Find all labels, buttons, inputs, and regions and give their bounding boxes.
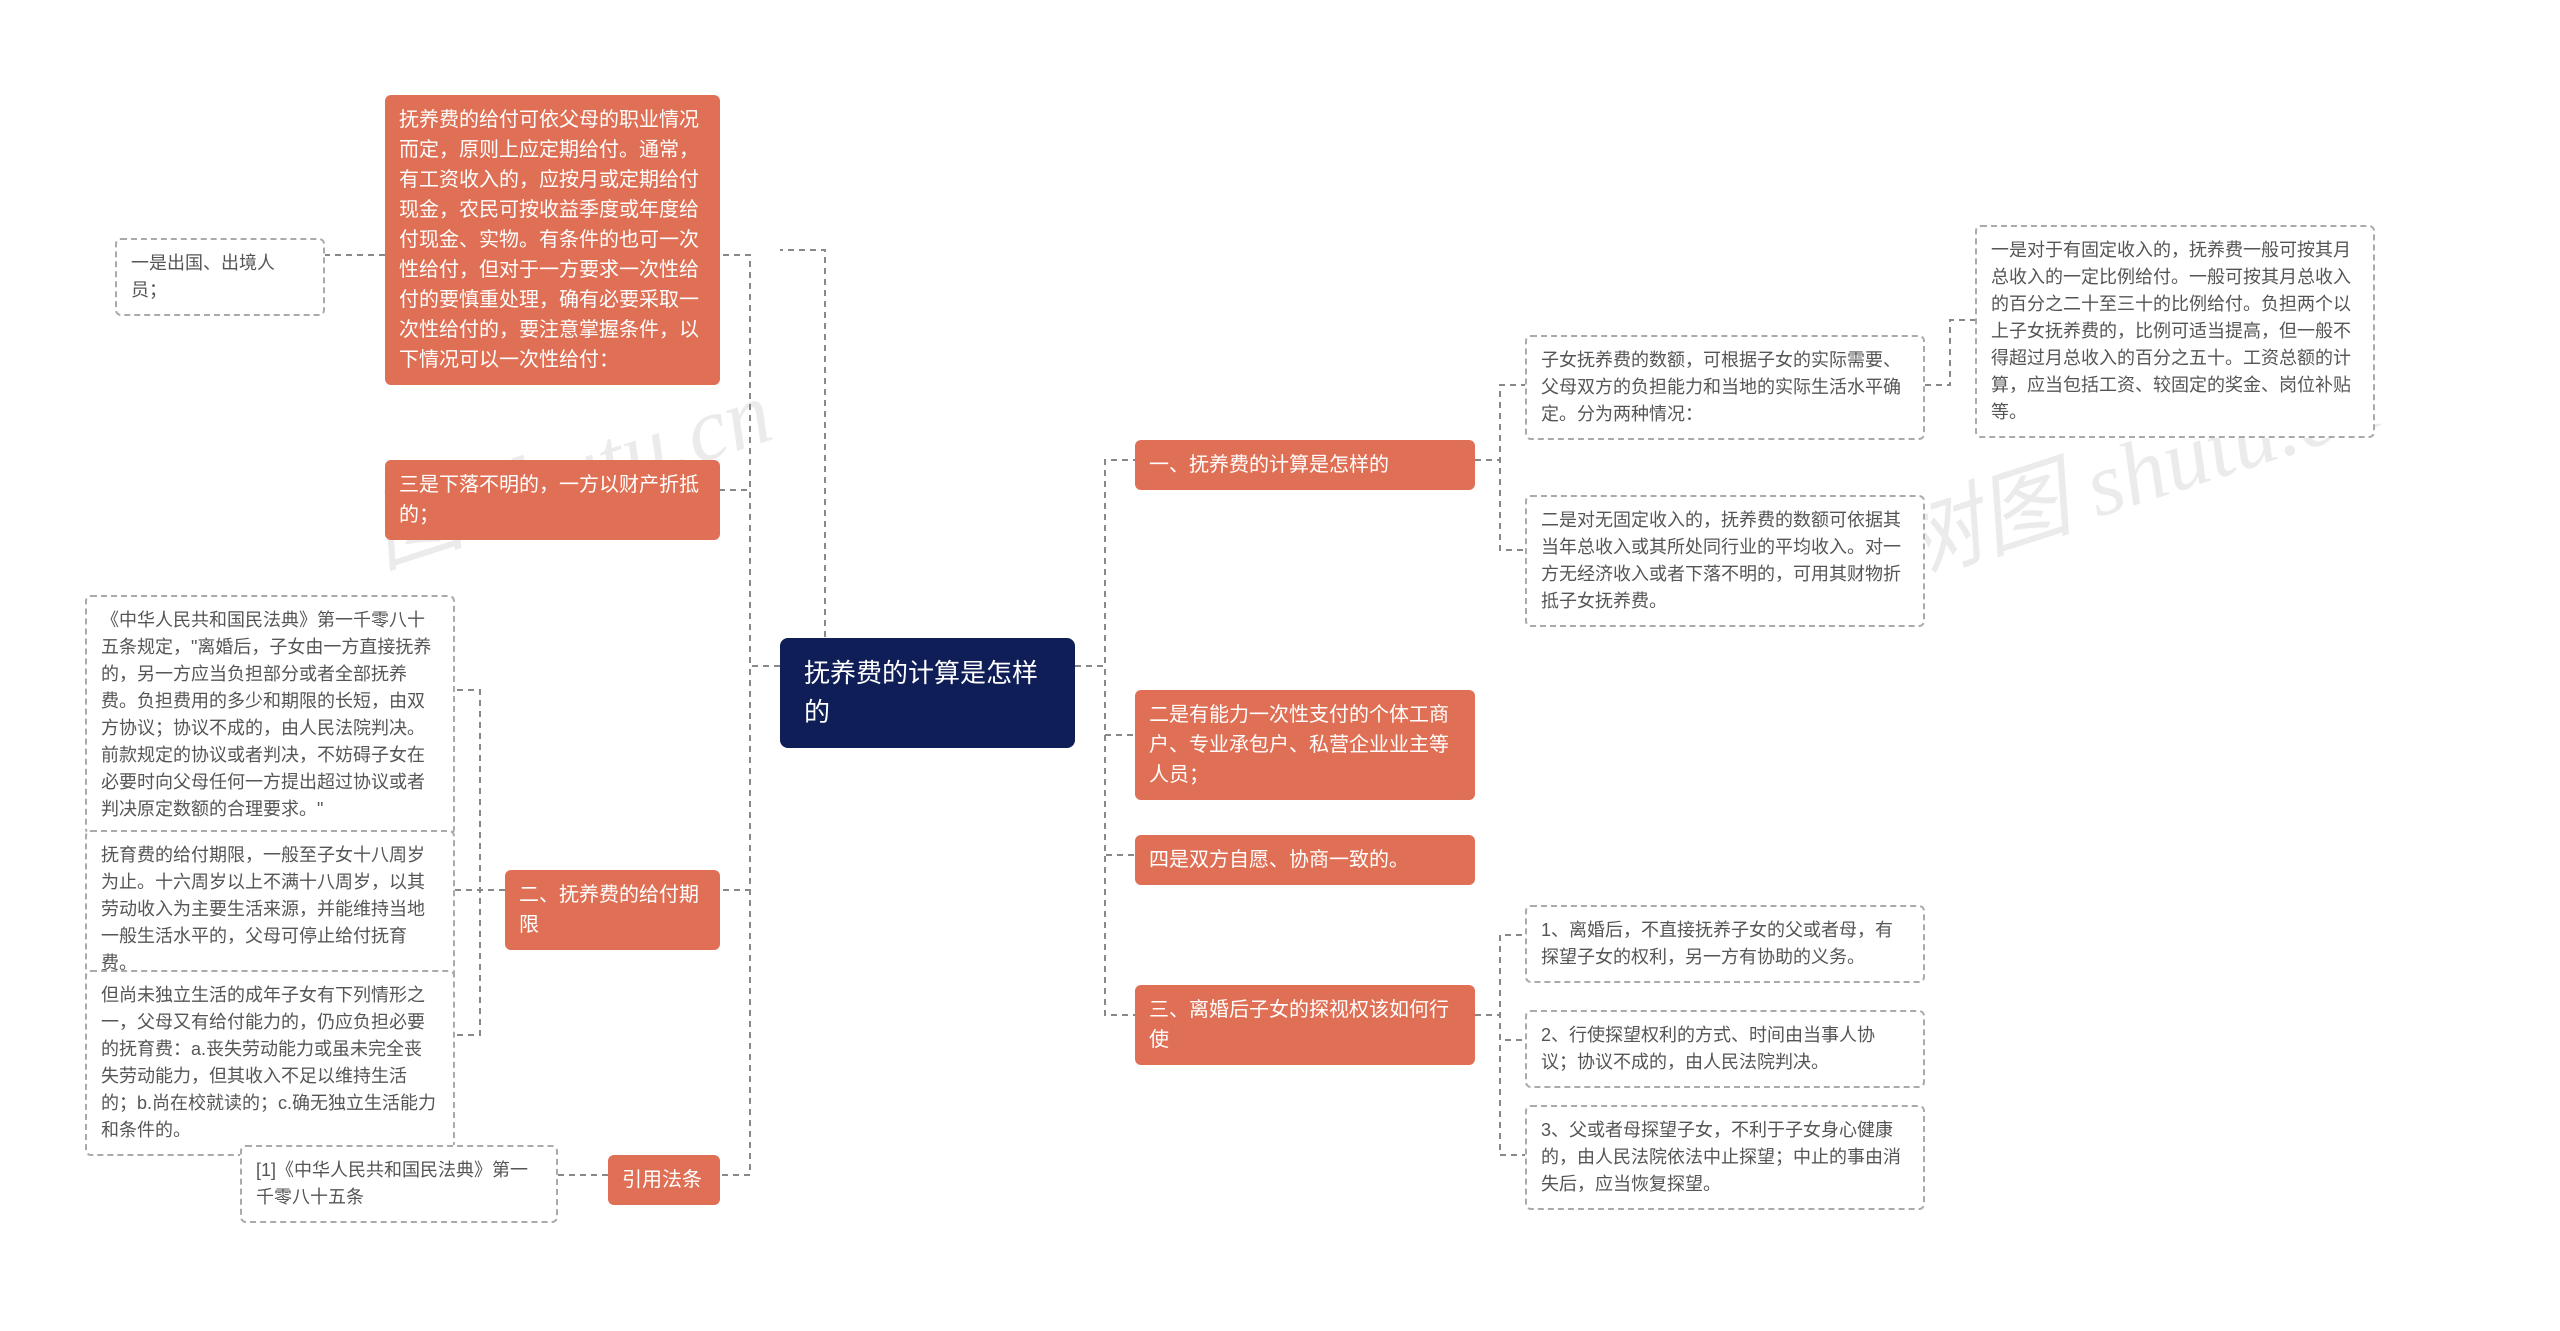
leaf-visit-1: 1、离婚后，不直接抚养子女的父或者母，有探望子女的权利，另一方有协助的义务。	[1525, 905, 1925, 983]
leaf-civil-code: 《中华人民共和国民法典》第一千零八十五条规定，"离婚后，子女由一方直接抚养的，另…	[85, 595, 455, 835]
right-branch-calc: 一、抚养费的计算是怎样的	[1135, 440, 1475, 490]
leaf-age18: 抚育费的给付期限，一般至子女十八周岁为止。十六周岁以上不满十八周岁，以其劳动收入…	[85, 830, 455, 989]
leaf-citation-1: [1]《中华人民共和国民法典》第一千零八十五条	[240, 1145, 558, 1223]
left-branch-citation: 引用法条	[608, 1155, 720, 1205]
left-branch-period: 二、抚养费的给付期限	[505, 870, 720, 950]
leaf-visit-3: 3、父或者母探望子女，不利于子女身心健康的，由人民法院依法中止探望；中止的事由消…	[1525, 1105, 1925, 1210]
leaf-abroad: 一是出国、出境人员；	[115, 238, 325, 316]
leaf-no-fixed-income: 二是对无固定收入的，抚养费的数额可依据其当年总收入或其所处同行业的平均收入。对一…	[1525, 495, 1925, 627]
leaf-fixed-income: 一是对于有固定收入的，抚养费一般可按其月总收入的一定比例给付。一般可按其月总收入…	[1975, 225, 2375, 438]
leaf-calc-amount: 子女抚养费的数额，可根据子女的实际需要、父母双方的负担能力和当地的实际生活水平确…	[1525, 335, 1925, 440]
right-branch-voluntary: 四是双方自愿、协商一致的。	[1135, 835, 1475, 885]
leaf-visit-2: 2、行使探望权利的方式、时间由当事人协议；协议不成的，由人民法院判决。	[1525, 1010, 1925, 1088]
root-node: 抚养费的计算是怎样的	[780, 638, 1075, 748]
right-branch-onetime: 二是有能力一次性支付的个体工商户、专业承包户、私营企业业主等人员；	[1135, 690, 1475, 800]
mindmap-canvas: 图 shutu.cn 树图 shutu.cn	[0, 0, 2560, 1331]
left-branch-missing: 三是下落不明的，一方以财产折抵的；	[385, 460, 720, 540]
right-branch-visitation: 三、离婚后子女的探视权该如何行使	[1135, 985, 1475, 1065]
left-branch-payment-method: 抚养费的给付可依父母的职业情况而定，原则上应定期给付。通常，有工资收入的，应按月…	[385, 95, 720, 385]
leaf-adult-exception: 但尚未独立生活的成年子女有下列情形之一，父母又有给付能力的，仍应负担必要的抚育费…	[85, 970, 455, 1156]
